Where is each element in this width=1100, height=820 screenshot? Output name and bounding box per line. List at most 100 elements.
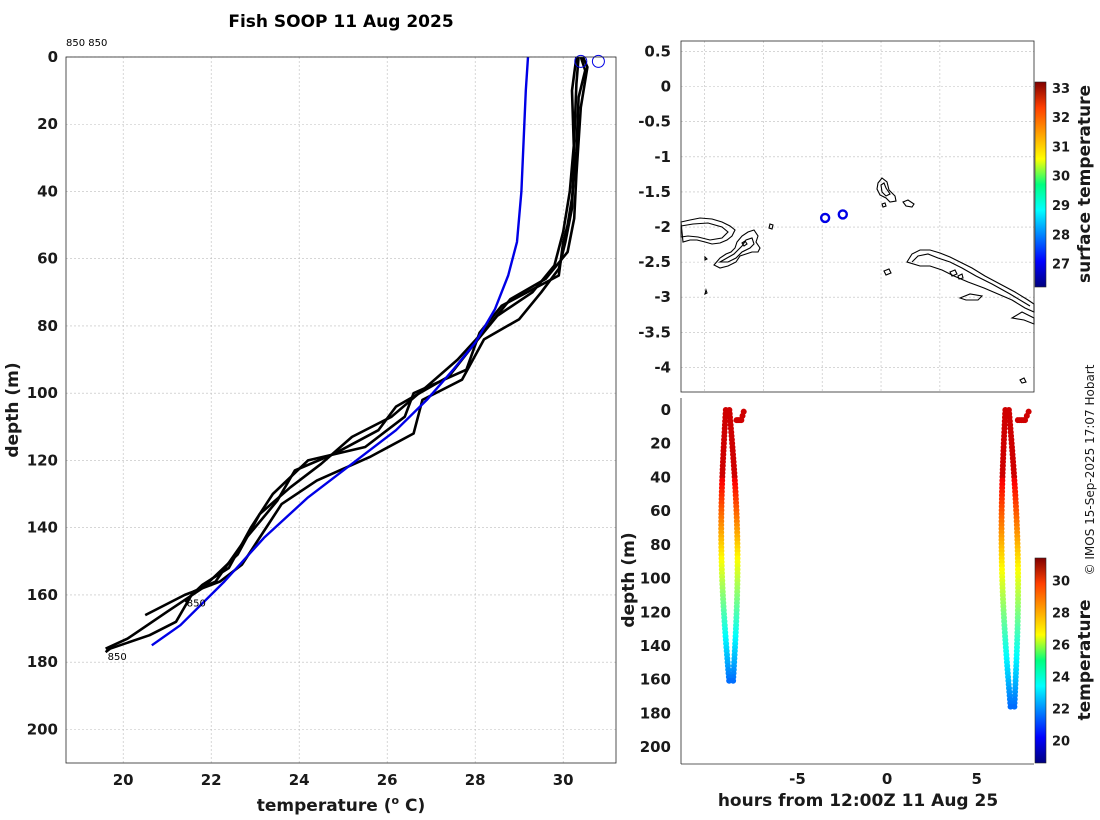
coastline-new-ireland (906, 249, 1035, 313)
profile-gridlines (66, 56, 616, 763)
y-tick-label: 200 (27, 720, 58, 738)
map-y-tick-label: 0.5 (644, 43, 671, 61)
map-panel: 1471481491501510.50-0.5-1-1.5-2-2.5-3-3.… (638, 40, 1095, 417)
depth-time-x-tick-label: 5 (971, 770, 981, 788)
station-marker (837, 209, 848, 220)
temperature-colorbar-label: temperature (1075, 599, 1095, 720)
x-tick-label: 22 (201, 771, 222, 789)
depth-time-y-tick-label: 100 (640, 570, 671, 588)
depth-time-x-axis-label: hours from 12:00Z 11 Aug 25 (718, 791, 998, 811)
y-tick-label: 100 (27, 384, 58, 402)
profile-tick-labels: 20 22 24 26 28 30 0 20 40 60 80 100 120 140 160 180 200 (27, 48, 574, 789)
coastline-islet-6 (881, 202, 887, 208)
depth-time-y-tick-label: 60 (650, 502, 671, 520)
map-stations (819, 209, 848, 224)
coastline-islands-south (713, 229, 761, 269)
temperature-colorbar-ticks: 20 22 24 26 28 30 (1052, 574, 1070, 749)
temperature-colorbar-tick-label: 30 (1052, 574, 1070, 589)
surface-temperature-colorbar-label: surface temperature (1075, 85, 1095, 283)
coastline-manus (876, 177, 897, 203)
series-profile-4 (144, 56, 578, 617)
surface-marker-circle (574, 54, 588, 68)
series-profile-3 (105, 56, 589, 650)
series-profile-2 (104, 56, 580, 654)
depth-time-y-tick-label: 200 (640, 738, 671, 756)
y-tick-label: 20 (37, 115, 58, 133)
x-tick-label: 30 (553, 771, 574, 789)
coastline-islet-7 (883, 268, 892, 276)
map-axes-frame (680, 40, 1035, 393)
depth-time-y-tick-label: 140 (640, 637, 671, 655)
surface-colorbar-tick-label: 30 (1052, 170, 1070, 185)
temperature-profile-panel: Fish SOOP 11 Aug 2025 850 850 850 850 20… (3, 12, 617, 816)
temperature-colorbar-tick-label: 22 (1052, 703, 1070, 718)
coastline-new-ireland-inner (911, 253, 1031, 307)
surface-colorbar-tick-label: 31 (1052, 140, 1070, 155)
y-tick-label: 80 (37, 317, 58, 335)
depth-time-y-tick-label: 0 (661, 401, 671, 419)
coastline-island-west-inner (680, 222, 729, 241)
surface-colorbar-tick-label: 32 (1052, 111, 1070, 126)
coastline-islet-4 (704, 255, 708, 261)
map-y-tick-label: -2.5 (638, 253, 671, 271)
depth-time-x-tick-label: 0 (882, 770, 892, 788)
series-profile-1 (183, 56, 587, 603)
map-y-tick-label: 0 (661, 78, 671, 96)
depth-time-casts (718, 407, 1032, 710)
profile-axes-frame (65, 56, 617, 764)
map-y-tick-label: -1 (654, 148, 671, 166)
chart-title: Fish SOOP 11 Aug 2025 (228, 12, 453, 32)
profile-end-label: 850 (187, 599, 206, 610)
coastline-islands-south-inner (717, 237, 755, 263)
map-tick-labels: 1471481491501510.50-0.5-1-1.5-2-2.5-3-3.… (638, 43, 955, 417)
imos-credit: © IMOS 15-Sep-2025 17:07 Hobart (1083, 364, 1097, 575)
depth-time-y-tick-label: 160 (640, 671, 671, 689)
temperature-colorbar-tick-label: 24 (1052, 671, 1070, 686)
cast-sample-point (730, 677, 737, 684)
depth-time-x-tick-label: -5 (789, 770, 806, 788)
map-y-tick-label: -2 (654, 218, 671, 236)
y-tick-label: 180 (27, 653, 58, 671)
surface-temperature-colorbar (1034, 81, 1047, 288)
surface-colorbar-tick-label: 28 (1052, 228, 1070, 243)
cast-surface-point (740, 408, 747, 415)
depth-time-y-tick-label: 80 (650, 536, 671, 554)
surface-marker-circle (591, 54, 605, 68)
x-axis-label-text: temperature ( (257, 796, 392, 816)
temperature-colorbar-tick-label: 20 (1052, 735, 1070, 750)
coastline-islet-3 (704, 288, 708, 296)
map-y-tick-label: -3 (654, 288, 671, 306)
cast-sample-point (1011, 703, 1018, 710)
map-y-tick-label: -4 (654, 358, 671, 376)
coastline-island-west (680, 217, 736, 245)
profile-end-label: 850 (108, 652, 127, 663)
y-axis-label: depth (m) (3, 362, 23, 457)
coastline-east-edge (1010, 311, 1035, 325)
coastline (680, 177, 1035, 384)
x-axis-label-unit: C) (399, 796, 425, 816)
coastline-new-britain-tip (958, 293, 984, 301)
depth-time-y-tick-label: 40 (650, 468, 671, 486)
depth-time-y-tick-label: 20 (650, 435, 671, 453)
profile-series (104, 54, 605, 654)
depth-time-y-axis-label: depth (m) (619, 532, 639, 627)
x-tick-label: 24 (289, 771, 310, 789)
surface-colorbar-tick-label: 27 (1052, 258, 1070, 273)
temperature-colorbar-tick-label: 28 (1052, 606, 1070, 621)
surface-colorbar-tick-label: 33 (1052, 82, 1070, 97)
map-y-tick-label: -3.5 (638, 323, 671, 341)
coastline-islet-1 (741, 240, 748, 247)
y-tick-label: 120 (27, 451, 58, 469)
profile-end-labels: 850 850 (108, 599, 206, 663)
depth-time-y-tick-label: 180 (640, 704, 671, 722)
depth-time-y-tick-label: 120 (640, 603, 671, 621)
corner-label: 850 850 (66, 38, 107, 49)
y-tick-label: 60 (37, 250, 58, 268)
x-tick-label: 26 (377, 771, 398, 789)
y-tick-label: 0 (48, 48, 58, 66)
x-tick-label: 20 (113, 771, 134, 789)
coastline-islet-10 (1019, 377, 1027, 384)
y-tick-label: 140 (27, 519, 58, 537)
coastline-islet-5 (902, 199, 915, 208)
